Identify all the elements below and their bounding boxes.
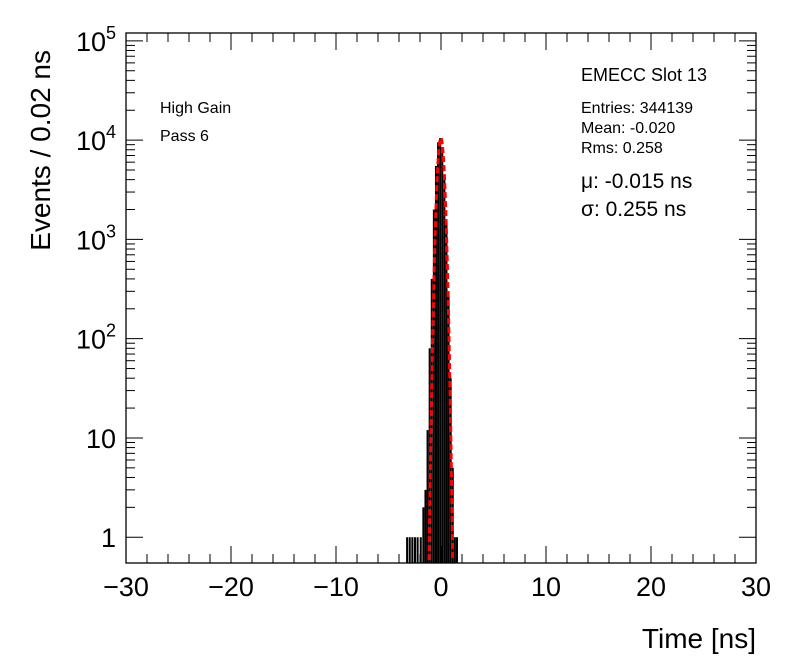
- x-axis-label: Time [ns]: [642, 623, 756, 654]
- annotation-pass: Pass 6: [160, 128, 209, 145]
- histogram-bar: [447, 291, 450, 563]
- histogram-bar: [406, 537, 409, 563]
- axis-ticks: [125, 33, 757, 563]
- histogram-bar: [443, 174, 446, 563]
- fit-mu: μ: -0.015 ns: [581, 170, 692, 193]
- histogram-bar: [434, 165, 437, 564]
- y-tick-label: 102: [76, 321, 116, 355]
- y-tick-label: 1: [101, 523, 116, 553]
- fit-sigma: σ: 0.255 ns: [581, 198, 686, 221]
- x-tick-label: 30: [741, 572, 771, 602]
- y-tick-label: 105: [76, 23, 116, 57]
- stats-entries: Entries: 344139: [581, 100, 693, 117]
- histogram-bar: [445, 221, 448, 563]
- gaussian-fit-line: [427, 136, 455, 561]
- x-tick-labels: −30 −20 −10 0 10 20 30: [103, 572, 771, 602]
- x-tick-label: −10: [313, 572, 359, 602]
- y-tick-labels: 1 10 102 103 104 105: [76, 23, 116, 553]
- histogram-bar: [416, 537, 419, 563]
- histogram-bar: [419, 537, 422, 563]
- histogram-bar: [439, 138, 442, 564]
- annotation-high-gain: High Gain: [160, 100, 231, 117]
- x-tick-label: 20: [636, 572, 666, 602]
- x-tick-label: 0: [433, 572, 448, 602]
- stats-mean: Mean: -0.020: [581, 120, 675, 137]
- annotation-slot: EMECC Slot 13: [581, 65, 707, 85]
- histogram-bar: [413, 537, 416, 563]
- histogram-bar: [432, 209, 435, 564]
- histogram-bar: [449, 378, 452, 563]
- y-tick-label: 10: [86, 424, 116, 454]
- histogram-bar: [453, 537, 456, 563]
- fit-curve: [427, 136, 455, 561]
- y-tick-label: 104: [76, 122, 116, 156]
- x-tick-label: −30: [103, 572, 149, 602]
- x-tick-label: 10: [531, 572, 561, 602]
- x-tick-label: −20: [208, 572, 254, 602]
- histogram-bar: [408, 537, 411, 563]
- y-tick-label: 103: [76, 221, 116, 255]
- y-axis-label: Events / 0.02 ns: [25, 50, 56, 251]
- histogram-bar: [441, 147, 444, 563]
- histogram-bar: [424, 489, 427, 563]
- histogram-bar: [451, 467, 454, 563]
- histogram-bar: [411, 537, 414, 563]
- stats-rms: Rms: 0.258: [581, 140, 663, 157]
- histogram-bar: [426, 430, 429, 563]
- histogram-bar: [437, 142, 440, 563]
- histogram-bar: [455, 537, 458, 563]
- histogram-bar: [422, 507, 425, 563]
